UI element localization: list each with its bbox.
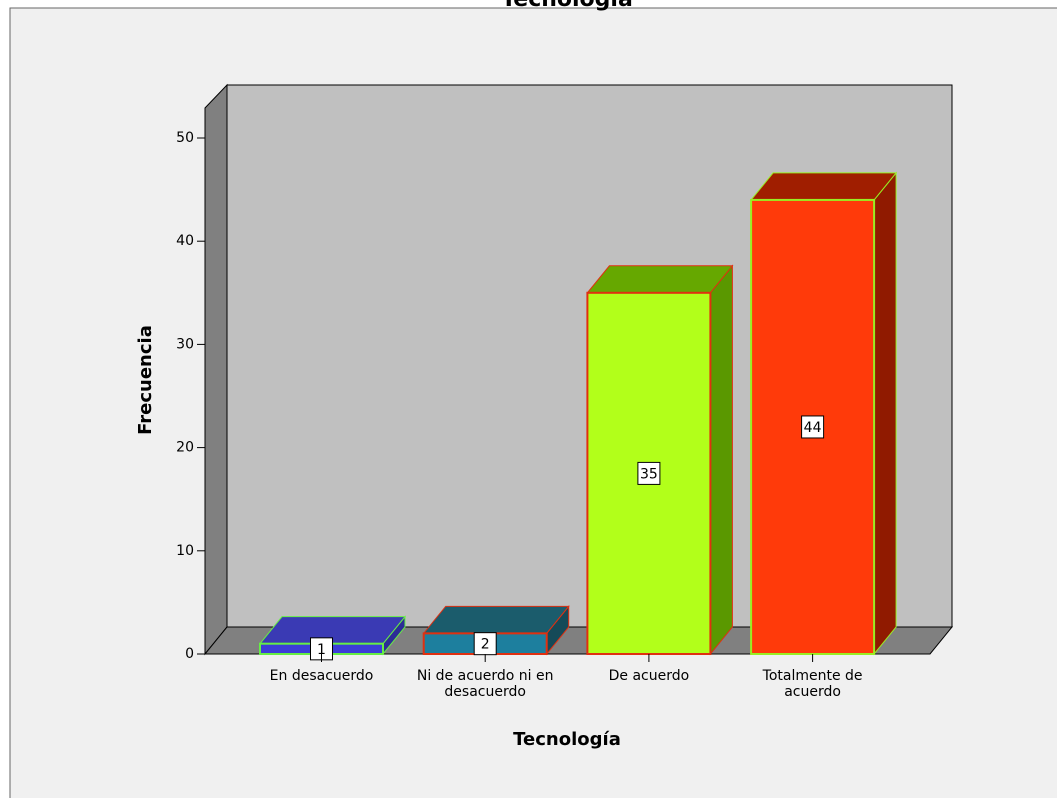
y-axis-label: Frecuencia	[135, 325, 156, 435]
y-tick-label: 50	[176, 130, 194, 146]
y-tick-label: 20	[176, 440, 194, 456]
bar-top	[586, 265, 734, 294]
x-tick-label: Ni de acuerdo ni en desacuerdo	[416, 668, 554, 700]
bar-side	[873, 171, 897, 656]
value-label: 35	[640, 466, 658, 482]
bar-side	[709, 264, 733, 656]
x-tick-label: De acuerdo	[608, 668, 690, 684]
value-label-box	[637, 461, 661, 485]
x-tick-label: Totalmente de acuerdo	[762, 668, 863, 700]
y-tick-label: 0	[185, 646, 194, 662]
value-label: 1	[317, 642, 326, 658]
value-label-box	[801, 415, 825, 439]
x-tick-label: En desacuerdo	[269, 668, 374, 684]
x-axis-label: Tecnología	[513, 729, 621, 750]
y-tick-label: 30	[176, 336, 194, 352]
value-label: 2	[481, 637, 490, 653]
y-tick-label: 10	[176, 543, 194, 559]
bar-top	[422, 605, 570, 634]
chart-title: Tecnología	[501, 0, 633, 12]
y-tick-label: 40	[176, 233, 194, 249]
bar-top	[750, 172, 898, 201]
value-label: 44	[804, 420, 822, 436]
left-wall	[204, 83, 228, 656]
